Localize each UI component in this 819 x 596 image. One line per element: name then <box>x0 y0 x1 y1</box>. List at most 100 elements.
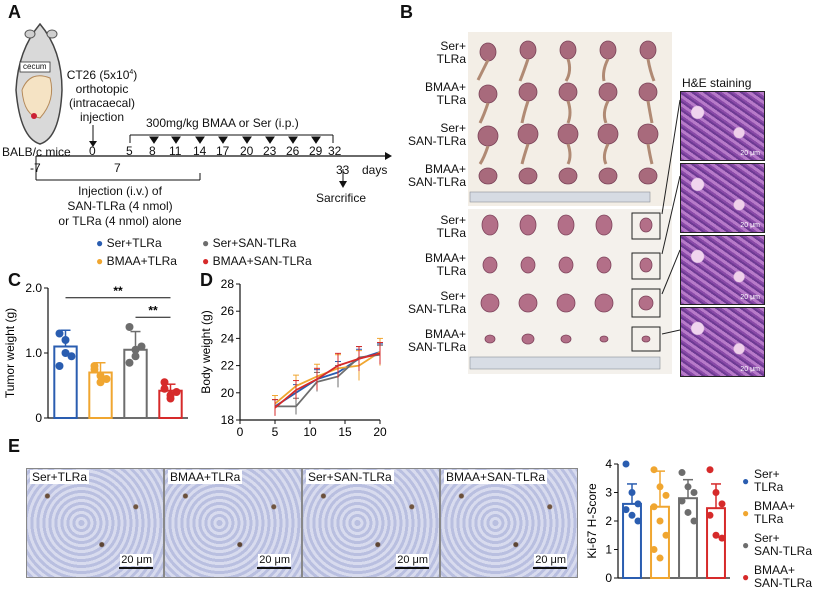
legend-marker: ● <box>742 538 750 552</box>
data-point <box>628 511 636 519</box>
y-axis-label: Body weight (g) <box>199 310 213 393</box>
data-point <box>678 469 686 477</box>
legend-marker: ● <box>96 236 104 250</box>
legend-item: ● BMAA+TLRa <box>742 499 796 526</box>
data-point <box>706 466 714 474</box>
legend-e-items: ● BMAA+ TLRa ● Ser+ SAN-TLRa ● BMAA+ SAN-TL… <box>742 500 818 596</box>
inoculation-text: CT26 (5x104) orthotopic (intracaecal) in… <box>66 68 138 124</box>
data-point <box>125 323 134 331</box>
y-tick-label: 20 <box>221 386 235 400</box>
data-point <box>131 345 140 354</box>
ihc-image-3: Ser+SAN-TLRa 20 μm <box>302 468 440 578</box>
panel-b-letter: B <box>400 2 413 22</box>
days-label: days <box>362 163 388 177</box>
data-point <box>102 375 111 383</box>
legend-cd: ● Ser+TLRa ● Ser+SAN-TLRa ● BMAA+TLRa ● … <box>96 236 336 270</box>
tumor-weight-chart: 0 1.0 2.0 Tumor weight (g) ** ** <box>3 281 188 425</box>
data-point <box>96 371 105 380</box>
tick-label: 32 <box>328 144 342 158</box>
group-labels-top: Ser+ TLRa BMAA+ TLRa Ser+ SAN-TLRa BMAA+ SAN… <box>408 39 467 189</box>
data-point <box>684 483 692 491</box>
tick-label: -7 <box>30 161 41 175</box>
dose-arrows <box>149 135 334 144</box>
y-axis-label: Ki-67 H-Score <box>586 483 599 559</box>
data-point <box>622 460 630 468</box>
he-image-3: 20 μm <box>680 235 765 305</box>
data-point <box>61 349 70 357</box>
data-point <box>662 491 670 499</box>
he-image-1: 20 μm <box>680 91 765 161</box>
data-point <box>160 384 169 393</box>
data-point <box>650 466 658 474</box>
data-point <box>131 352 140 361</box>
bar <box>650 505 670 579</box>
series-line <box>274 352 381 409</box>
data-point <box>61 336 70 344</box>
panel-d-letter: D <box>200 270 213 290</box>
data-point <box>718 534 726 542</box>
tick-label: 5 <box>126 144 133 158</box>
data-point <box>690 489 698 496</box>
data-point <box>712 489 720 496</box>
data-point <box>622 506 630 514</box>
data-point <box>650 546 658 553</box>
y-tick-label: 0 <box>605 571 612 585</box>
treatment-label: 300mg/kg BMAA or Ser (i.p.) <box>146 116 299 130</box>
y-tick-label: 0 <box>35 411 42 425</box>
panel-a-letter: A <box>8 2 21 22</box>
tick-label: 17 <box>216 144 230 158</box>
y-tick-label: 22 <box>221 359 235 373</box>
y-tick-label: 24 <box>221 331 235 345</box>
panel-c-letter: C <box>8 270 21 290</box>
cecum-label: cecum <box>23 62 47 71</box>
x-tick-label: 20 <box>373 425 387 439</box>
tick-label: 29 <box>309 144 323 158</box>
legend-marker: ● <box>202 236 210 250</box>
data-point <box>67 352 76 361</box>
he-image-4: 20 μm <box>680 307 765 377</box>
legend-item: ● BMAA+SAN-TLRa <box>202 254 312 268</box>
y-tick-label: 18 <box>221 413 235 427</box>
data-point <box>628 489 636 496</box>
legend-item: ● Ser+SAN-TLRa <box>742 531 813 558</box>
injection-note: Injection (i.v.) of SAN-TLRa (4 nmol) or… <box>58 184 182 228</box>
data-point <box>690 517 698 525</box>
y-tick-label: 4 <box>605 457 612 471</box>
data-point <box>90 362 99 370</box>
tick-label: 23 <box>263 144 277 158</box>
tick-label: 11 <box>169 144 182 158</box>
data-point <box>656 517 664 525</box>
x-tick-label: 15 <box>338 425 352 439</box>
tick-label: 0 <box>89 144 96 158</box>
data-point <box>662 531 670 539</box>
legend-marker: ● <box>202 254 210 268</box>
colon-photo-drawing <box>469 40 659 203</box>
body-weight-chart: 18 20 22 24 26 28 0 5 10 15 20 Body weight (g) <box>199 277 387 439</box>
data-point <box>160 378 169 387</box>
he-image-2: 20 μm <box>680 163 765 233</box>
y-tick-label: 1.0 <box>25 346 42 360</box>
legend-item: ● BMAA+TLRa <box>96 254 177 268</box>
data-point <box>650 503 658 511</box>
group-labels-bottom: Ser+ TLRa BMAA+ TLRa Ser+ SAN-TLRa BMAA+ SAN… <box>408 213 467 354</box>
data-point <box>55 329 64 338</box>
y-axis-label: Tumor weight (g) <box>3 308 17 398</box>
y-tick-label: 2.0 <box>25 281 42 295</box>
y-tick-label: 2 <box>605 514 612 528</box>
bar <box>158 389 183 419</box>
significance-label: ** <box>148 303 158 317</box>
ihc-image-2: BMAA+TLRa 20 μm <box>164 468 302 578</box>
legend-item: ● Ser+TLRa <box>742 467 784 494</box>
legend-marker: ● <box>742 570 750 584</box>
data-point <box>678 497 686 505</box>
y-tick-label: 28 <box>221 277 235 291</box>
data-point <box>706 511 714 519</box>
data-point <box>718 500 726 508</box>
data-point <box>684 508 692 516</box>
data-point <box>634 500 642 508</box>
data-point <box>137 342 146 351</box>
ki67-chart: 0 1 2 3 4 Ki-67 H-Score <box>586 457 730 585</box>
he-connector-lines <box>661 99 681 335</box>
legend-marker: ● <box>742 506 750 520</box>
data-point <box>712 531 720 539</box>
